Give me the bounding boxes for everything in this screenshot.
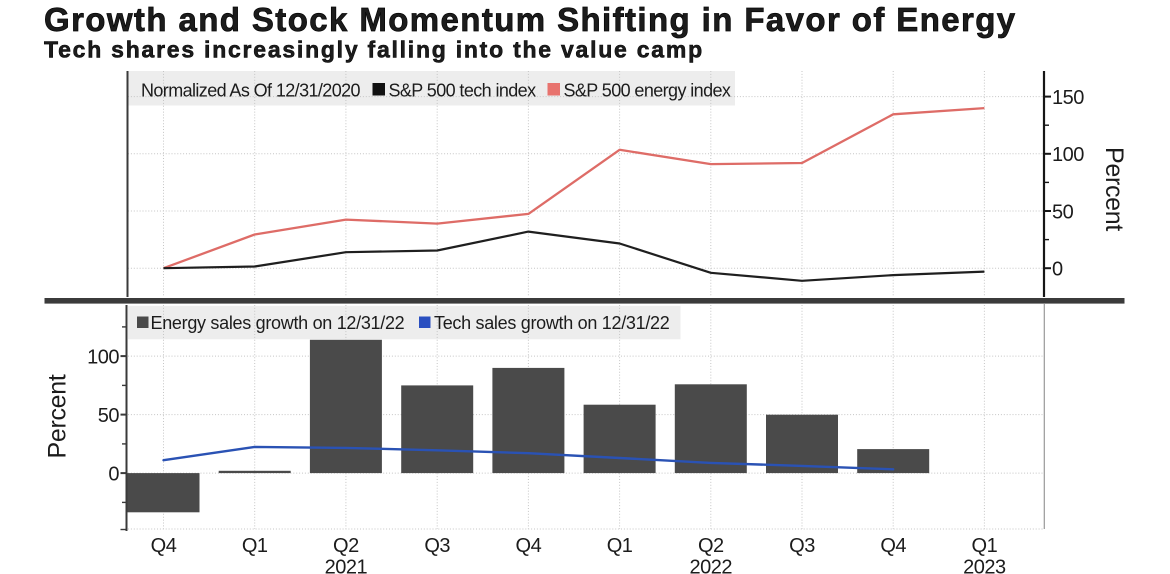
svg-text:Q2: Q2 (333, 535, 359, 557)
svg-text:150: 150 (1052, 87, 1084, 109)
svg-text:Normalized As Of 12/31/2020: Normalized As Of 12/31/2020 (141, 80, 361, 100)
svg-text:S&P 500 tech index: S&P 500 tech index (389, 80, 537, 100)
svg-text:50: 50 (98, 405, 120, 427)
svg-text:Energy sales growth on 12/31/2: Energy sales growth on 12/31/22 (151, 313, 405, 333)
svg-text:2023: 2023 (963, 556, 1006, 574)
svg-text:Q1: Q1 (972, 535, 998, 557)
svg-text:Q2: Q2 (698, 535, 724, 557)
svg-text:Q1: Q1 (607, 535, 633, 557)
svg-text:Q3: Q3 (424, 535, 450, 557)
svg-text:100: 100 (1052, 144, 1084, 166)
svg-text:2022: 2022 (690, 556, 733, 574)
svg-text:Q4: Q4 (516, 535, 542, 557)
svg-text:Q1: Q1 (242, 535, 268, 557)
svg-text:100: 100 (87, 346, 119, 368)
svg-text:Growth and Stock Momentum Shif: Growth and Stock Momentum Shifting in Fa… (44, 1, 1017, 38)
svg-text:50: 50 (1052, 201, 1074, 223)
svg-text:2021: 2021 (325, 556, 368, 574)
svg-text:Q4: Q4 (880, 535, 906, 557)
svg-text:0: 0 (108, 463, 119, 485)
svg-text:Tech shares increasingly falli: Tech shares increasingly falling into th… (44, 37, 704, 63)
svg-text:Q3: Q3 (789, 535, 815, 557)
svg-text:S&P 500 energy index: S&P 500 energy index (564, 80, 731, 100)
svg-text:Percent: Percent (44, 374, 72, 458)
svg-text:Q4: Q4 (151, 535, 177, 557)
svg-text:Tech sales growth on 12/31/22: Tech sales growth on 12/31/22 (434, 313, 670, 333)
svg-text:0: 0 (1052, 259, 1063, 281)
svg-text:Percent: Percent (1100, 147, 1128, 231)
